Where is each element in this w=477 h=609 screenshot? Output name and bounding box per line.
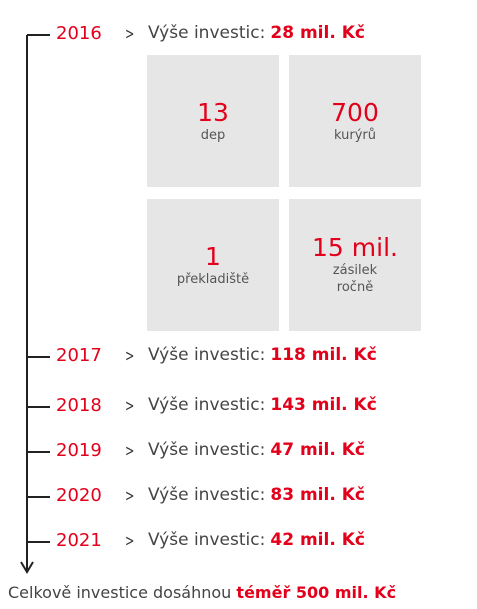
investment-label: Výše investic:: [148, 345, 266, 365]
stat-box: 15 mil. zásilek ročně: [289, 199, 421, 331]
stat-label: zásilek: [332, 263, 378, 278]
stat-number: 700: [331, 97, 379, 127]
year: 2018: [56, 395, 102, 416]
separator: >: [125, 346, 135, 365]
investment-label: Výše investic:: [148, 440, 266, 460]
investment-label: Výše investic:: [148, 395, 266, 415]
investment-amount: 42 mil. Kč: [270, 530, 365, 550]
investment-amount: 118 mil. Kč: [270, 345, 377, 365]
investment: Výše investic: 47 mil. Kč: [148, 440, 365, 460]
footer-highlight: téměř 500 mil. Kč: [236, 583, 397, 602]
stat-label: dep: [200, 127, 226, 143]
investment: Výše investic: 28 mil. Kč: [148, 23, 365, 43]
year: 2019: [56, 440, 102, 461]
stat-box: 1 překladiště: [147, 199, 279, 331]
stat-number: 13: [197, 97, 229, 127]
stat-number: 15 mil.: [312, 233, 398, 262]
footer-text: Celkově investice dosáhnou: [8, 583, 232, 602]
stat-box: 13 dep: [147, 55, 279, 187]
stat-label: ročně: [336, 280, 374, 295]
investment: Výše investic: 143 mil. Kč: [148, 395, 377, 415]
investment: Výše investic: 83 mil. Kč: [148, 485, 365, 505]
investment-amount: 143 mil. Kč: [270, 395, 377, 415]
separator: >: [125, 531, 135, 550]
year: 2017: [56, 345, 102, 366]
stat-label: kurýrů: [334, 127, 376, 143]
stat-label: překladiště: [176, 271, 250, 287]
investment: Výše investic: 42 mil. Kč: [148, 530, 365, 550]
separator: >: [125, 441, 135, 460]
footer: Celkově investice dosáhnou téměř 500 mil…: [8, 583, 396, 602]
investment-label: Výše investic:: [148, 485, 266, 505]
stat-number: 1: [205, 241, 221, 271]
investment-label: Výše investic:: [148, 23, 266, 43]
investment: Výše investic: 118 mil. Kč: [148, 345, 377, 365]
year: 2021: [56, 530, 102, 551]
timeline-arrow: [20, 561, 34, 574]
separator: >: [125, 24, 135, 43]
investment-amount: 83 mil. Kč: [270, 485, 365, 505]
separator: >: [125, 486, 135, 505]
separator: >: [125, 396, 135, 415]
investment-label: Výše investic:: [148, 530, 266, 550]
investment-amount: 28 mil. Kč: [270, 23, 365, 43]
year: 2020: [56, 485, 102, 506]
stat-box: 700 kurýrů: [289, 55, 421, 187]
investment-amount: 47 mil. Kč: [270, 440, 365, 460]
year: 2016: [56, 23, 102, 44]
